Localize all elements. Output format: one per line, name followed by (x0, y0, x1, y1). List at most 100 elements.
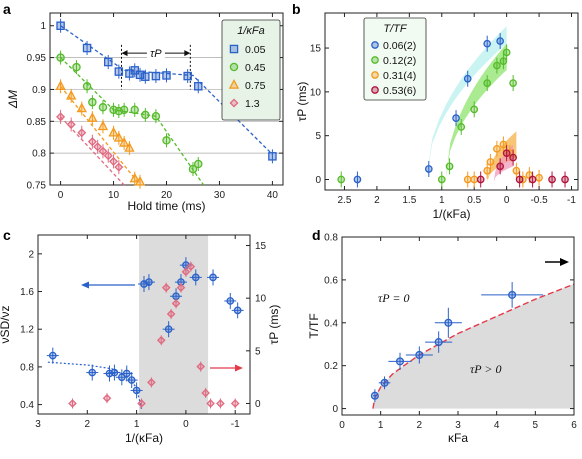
data-point (166, 309, 176, 319)
data-point (117, 373, 126, 382)
data-point (206, 399, 215, 408)
panel-c-ytick-right-label: 10 (255, 294, 267, 305)
data-point (196, 362, 206, 371)
data-point (483, 39, 492, 48)
panel-c-ytick-label: 2 (28, 249, 34, 260)
panel-c-ytick-label: 0.8 (20, 362, 34, 373)
data-point (457, 123, 466, 131)
confidence-band-0.31(4) (487, 131, 517, 183)
series-nu (46, 257, 244, 399)
confidence-band-0.53(6) (493, 144, 514, 183)
data-point (445, 162, 454, 171)
data-point (135, 70, 145, 80)
panel-label-b: b (292, 1, 301, 17)
data-point (183, 71, 192, 81)
data-point (127, 376, 136, 384)
data-point (209, 273, 217, 282)
data-point (186, 262, 196, 271)
data-point (134, 175, 146, 186)
legend-marker (371, 71, 379, 79)
data-point (103, 151, 113, 161)
panel-b-ytick-label: 0 (315, 175, 321, 186)
legend-marker (371, 41, 379, 49)
panel-d-ylabel: T/TF (307, 313, 321, 338)
data-point (109, 156, 119, 166)
data-point (119, 105, 129, 115)
data-point (476, 175, 485, 184)
panel-c-ytick-right-label: 5 (255, 346, 261, 357)
panel-d: 0 1 2 3 4 5 6 0 0.2 0.4 0.6 0.8 κFa T/TF τP = 0 τP > 0 (307, 233, 577, 446)
data-point (72, 62, 81, 72)
data-point (87, 137, 97, 147)
panel-a-legend: 1/κFa 0.05 0.45 0.75 1.3 (221, 19, 281, 121)
panel-b-xtick-label: -0.5 (530, 195, 548, 206)
panel-d-xtick-label: 1 (378, 420, 384, 431)
fit-line (47, 361, 143, 410)
data-point (176, 283, 186, 292)
shaded-region (372, 284, 574, 409)
right-axis-arrowhead (235, 364, 243, 372)
series-0.12(2) (337, 44, 517, 188)
data-point (56, 112, 66, 122)
panel-a-ytick-label: 0.8 (32, 149, 46, 160)
data-point (493, 61, 501, 70)
panel-a-xtick-label: 0 (58, 190, 64, 201)
panel-b-ytick-label: 5 (315, 131, 321, 142)
panel-d-xtick-label: 5 (533, 420, 539, 431)
panel-d-xtick-label: 6 (571, 420, 577, 431)
panel-b-xtick-label: 0 (504, 195, 510, 206)
data-point (76, 102, 87, 113)
panel-c-ylabel: νSD/νz (0, 305, 12, 343)
panel-c-xtick-label: 0 (183, 419, 189, 430)
panel-b-xtick-label: 2.5 (338, 195, 352, 206)
data-point (141, 72, 150, 81)
data-point (97, 120, 109, 131)
data-point (141, 110, 150, 120)
panel-d-ytick-label: 0.2 (324, 361, 338, 372)
direction-arrowhead (560, 258, 569, 266)
data-point (496, 37, 505, 45)
panel-c-xtick-label: 1 (134, 419, 140, 430)
panel-a-ytick-label: 0.75 (27, 181, 47, 192)
panel-b-xlabel: 1/(κFa) (432, 207, 470, 221)
tau-arrowhead-right (184, 50, 191, 57)
data-point (496, 162, 505, 171)
legend-box (363, 17, 427, 101)
panel-label-a: a (3, 1, 11, 17)
data-point (65, 89, 77, 100)
boundary-line (372, 283, 575, 409)
data-point (493, 144, 501, 153)
legend-label: 0.12(2) (383, 55, 416, 67)
data-point (470, 105, 479, 114)
data-point (162, 136, 171, 145)
data-point (370, 391, 379, 400)
panel-c-ytick-label: 1.6 (20, 287, 34, 298)
data-point (502, 149, 511, 158)
panel-c-xtick-label: 2 (85, 419, 91, 430)
tau-label-bg (146, 45, 165, 59)
data-point (93, 142, 103, 152)
data-point (395, 357, 405, 366)
panel-a-xlabel: Hold time (ms) (127, 199, 205, 213)
data-point (151, 71, 161, 81)
data-point (151, 111, 161, 121)
data-point (108, 126, 119, 137)
data-point (380, 378, 389, 387)
region-label-below: τP > 0 (470, 362, 502, 376)
series-tau (68, 261, 240, 409)
panel-a-ytick-label: 0.9 (32, 85, 46, 96)
data-point (216, 399, 225, 408)
legend-label: 0.75 (245, 80, 266, 92)
data-point (194, 159, 203, 169)
panel-b-xtick-label: 1 (439, 195, 445, 206)
confidence-band-0.06(2) (425, 26, 507, 184)
data-point (48, 351, 57, 360)
panel-d-xtick-label: 2 (417, 420, 423, 431)
data-point (415, 350, 424, 360)
series-0.53(6) (476, 145, 569, 188)
panel-c-xlabel: 1/(κFa) (125, 431, 163, 445)
legend-marker (229, 44, 239, 54)
panel-d-xtick-label: 4 (494, 420, 500, 431)
data-point (191, 273, 200, 282)
